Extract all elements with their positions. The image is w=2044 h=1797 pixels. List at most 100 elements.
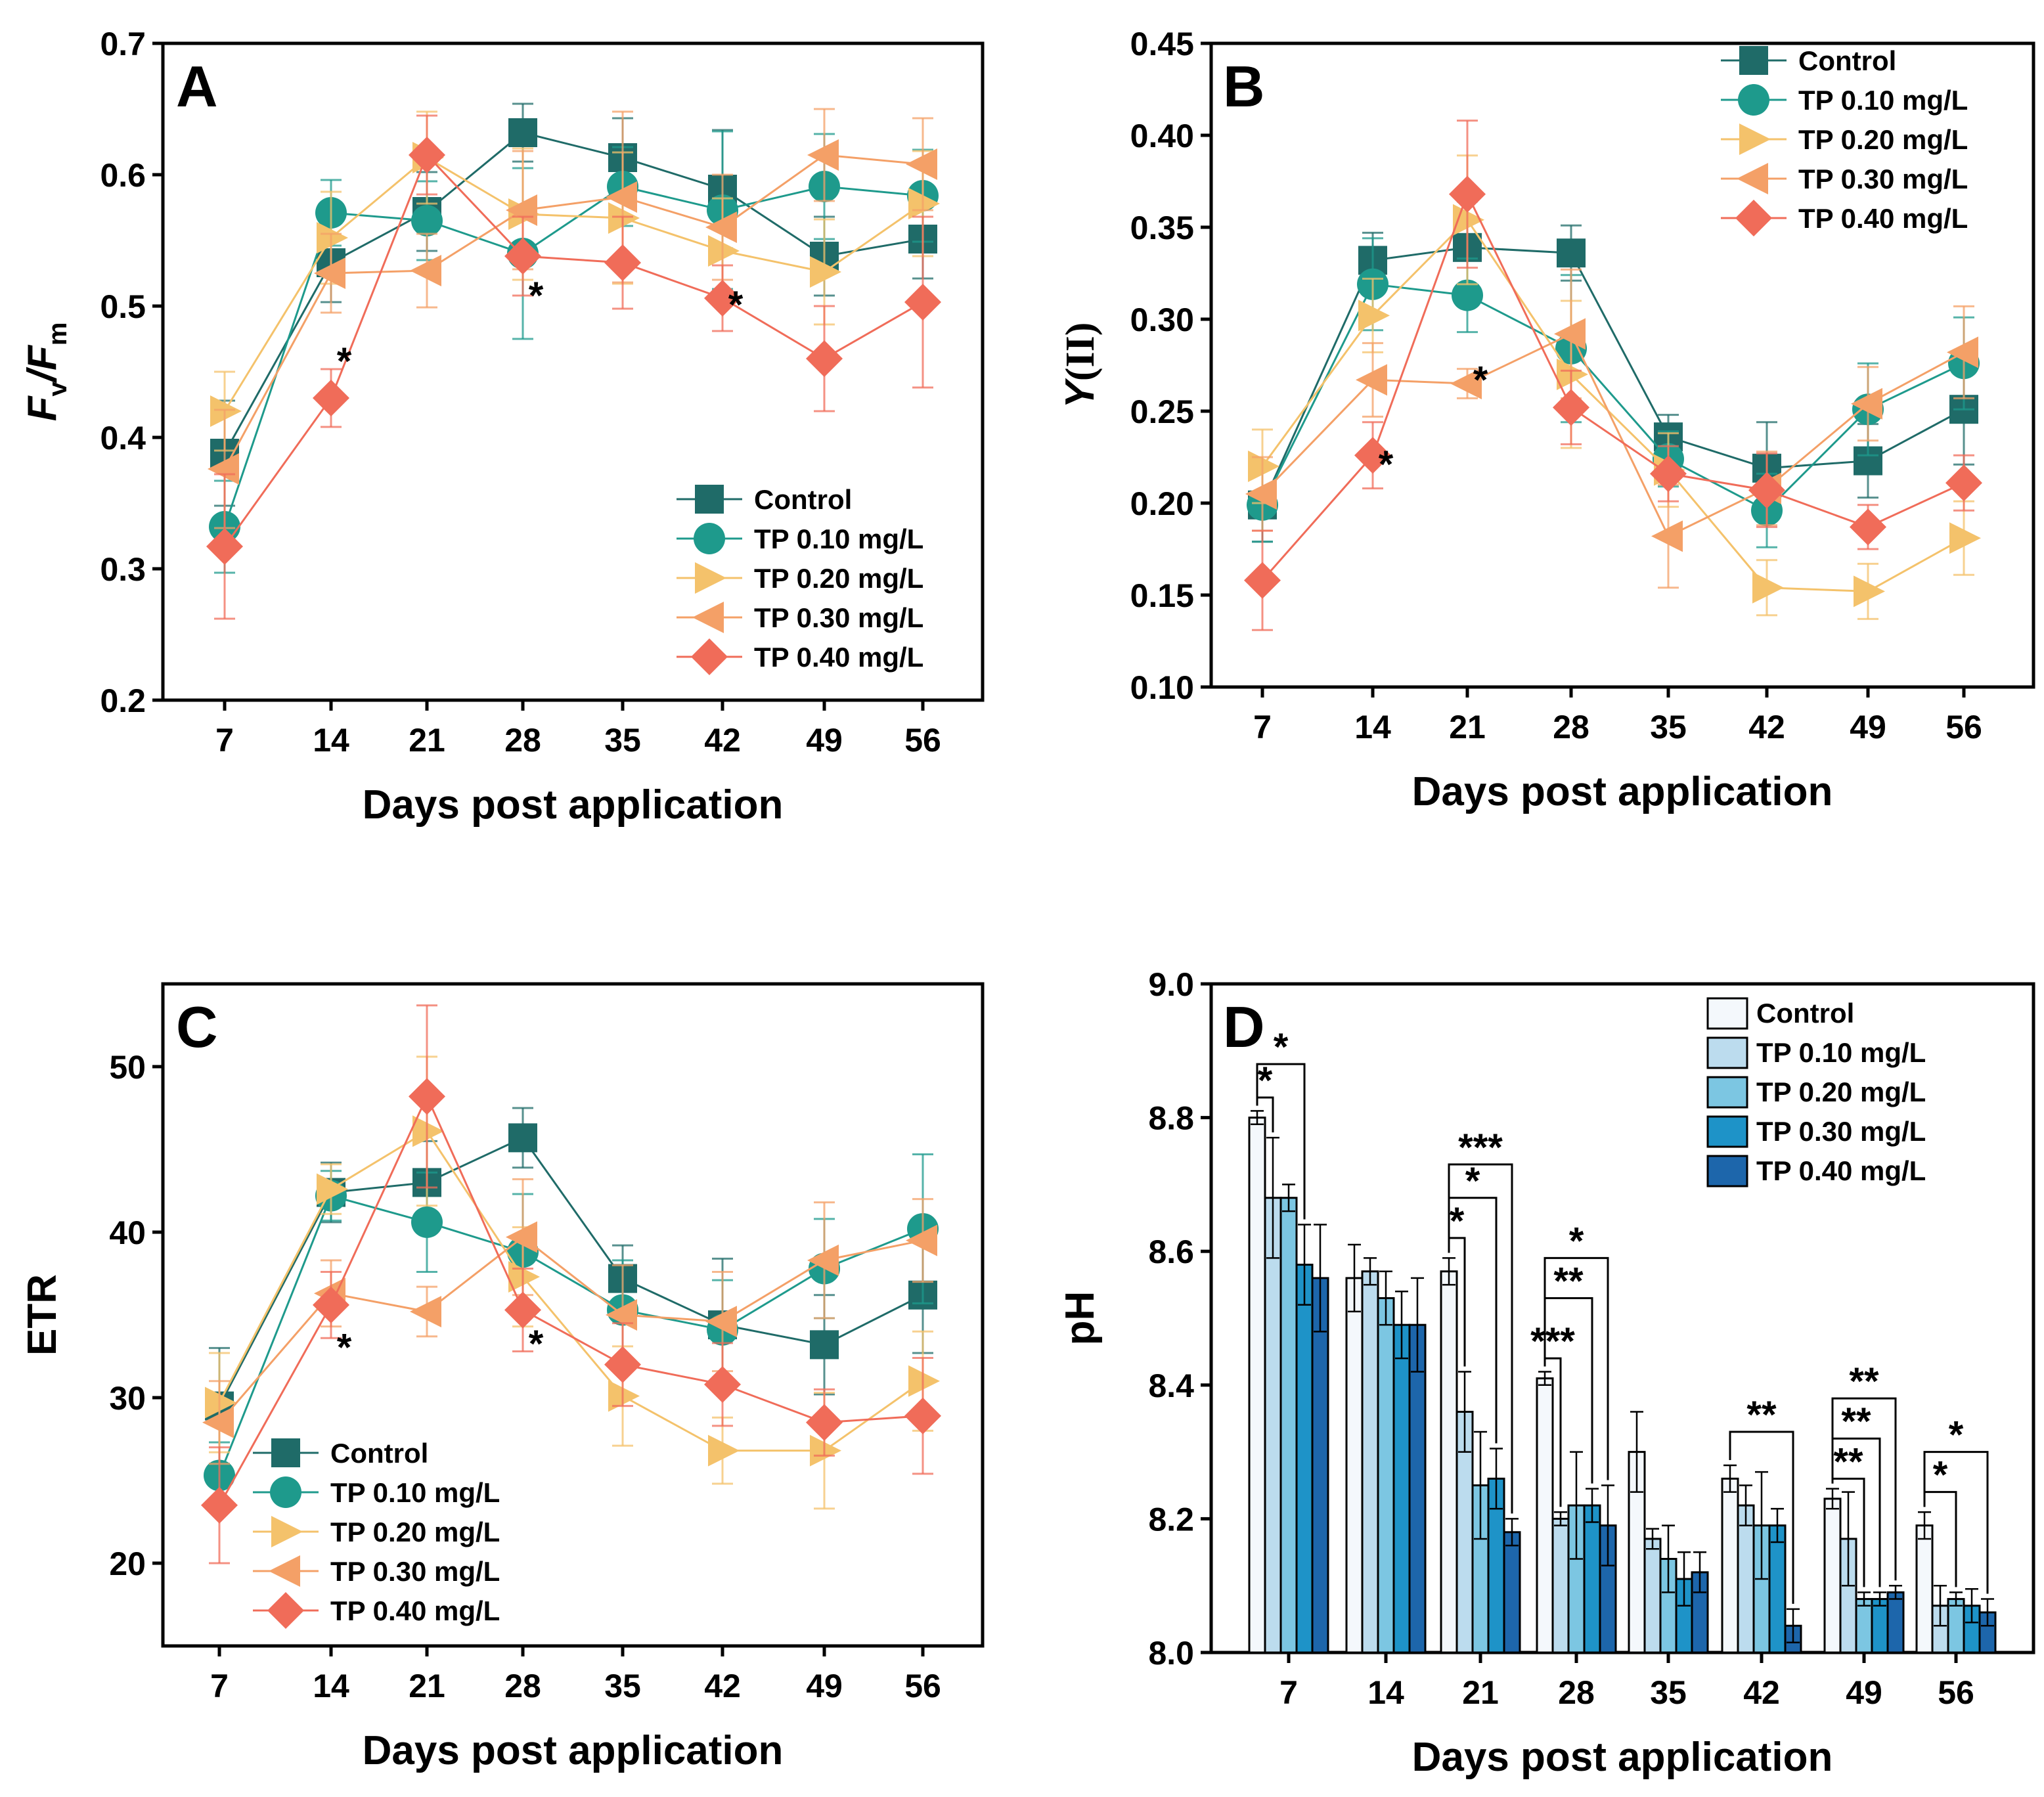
x-axis-title: Days post application [1412, 769, 1833, 814]
data-point [317, 222, 348, 254]
data-point [1850, 508, 1886, 546]
data-point [810, 1330, 839, 1360]
legend-swatch [1706, 1036, 1748, 1069]
legend-marker [695, 562, 726, 594]
bar [1721, 1477, 1739, 1654]
series-line [1261, 218, 1965, 592]
y-tick-label: 20 [109, 1545, 146, 1582]
x-tick-label: 49 [1846, 1674, 1882, 1711]
bar [1737, 1504, 1755, 1654]
legend-marker [692, 602, 724, 633]
significance-bracket [1256, 1063, 1306, 1220]
plot-frame [161, 982, 985, 1648]
x-tick-label: 28 [504, 1668, 541, 1704]
significance-bracket [1831, 1397, 1897, 1581]
y-tick-label: 0.40 [1130, 118, 1194, 154]
data-point [1449, 175, 1486, 213]
legend-label: TP 0.30 mg/L [1798, 164, 1968, 194]
x-tick-label: 7 [1253, 709, 1272, 745]
bar [1871, 1598, 1889, 1654]
significance-label: * [1933, 1454, 1948, 1497]
data-point [608, 1380, 640, 1412]
legend-marker [269, 1555, 300, 1587]
legend-marker [270, 1476, 301, 1508]
series-line [1261, 332, 1965, 538]
x-tick-label: 42 [704, 1668, 741, 1704]
data-point [1854, 575, 1885, 608]
data-point [317, 1173, 348, 1205]
legend-label: TP 0.40 mg/L [1798, 203, 1968, 234]
significance-bracket [1729, 1431, 1794, 1604]
x-tick-label: 21 [409, 1668, 445, 1704]
data-point [410, 255, 441, 286]
panel-c: 20 30 40 50 7 14 21 28 35 42 49 56 Days post applica… [20, 982, 985, 1773]
y-axis-title: Fv/Fm [20, 322, 72, 422]
bar [1583, 1504, 1601, 1654]
legend-label: TP 0.30 mg/L [330, 1556, 500, 1587]
x-tick-label: 28 [504, 722, 541, 759]
x-axis-title: Days post application [363, 1728, 784, 1773]
data-point [1452, 279, 1483, 311]
y-tick-label: 9.0 [1148, 966, 1194, 1003]
series-line [218, 1194, 923, 1476]
x-tick-label: 42 [1748, 709, 1785, 745]
legend-label: TP 0.40 mg/L [1756, 1155, 1926, 1186]
y-tick-label: 0.6 [100, 157, 146, 194]
y-tick-label: 8.4 [1148, 1367, 1194, 1404]
bar [1408, 1323, 1427, 1654]
series-line [223, 156, 923, 412]
x-axis-title: Days post application [1412, 1735, 1833, 1780]
data-point [908, 188, 940, 219]
data-point [201, 1486, 238, 1524]
legend-label: TP 0.20 mg/L [330, 1517, 500, 1547]
x-axis-title: Days post application [363, 782, 784, 828]
series-line [223, 153, 923, 547]
y-axis-title: ETR [20, 1274, 65, 1356]
plot-frame [161, 41, 985, 702]
x-tick-label: 28 [1558, 1674, 1595, 1711]
series-line [223, 154, 923, 470]
x-tick-label: 56 [904, 722, 941, 759]
legend-label: Control [754, 484, 852, 515]
significance-label: ** [1849, 1360, 1879, 1403]
significance-star: * [1473, 359, 1488, 401]
legend-label: TP 0.10 mg/L [1756, 1037, 1926, 1068]
data-point [1947, 336, 1978, 368]
significance-label: ** [1833, 1440, 1863, 1483]
data-point [1557, 359, 1588, 390]
data-point [1450, 368, 1482, 399]
data-point [313, 380, 349, 416]
bar [1503, 1531, 1521, 1654]
x-tick-label: 35 [604, 1668, 641, 1704]
bar [1361, 1270, 1379, 1654]
bar [1279, 1197, 1298, 1654]
data-point [208, 453, 239, 485]
data-point [504, 238, 541, 275]
data-point [411, 1206, 443, 1238]
legend-marker [1737, 163, 1768, 194]
panel-letter: C [176, 994, 218, 1059]
bar [1886, 1591, 1905, 1654]
y-tick-label: 0.2 [100, 682, 146, 719]
data-point [1650, 455, 1687, 493]
legend-label: TP 0.10 mg/L [1798, 85, 1968, 116]
series-3 [208, 108, 937, 529]
legend-label: TP 0.30 mg/L [754, 602, 923, 633]
y-tick-label: 0.20 [1130, 485, 1194, 522]
panel-letter: A [176, 54, 218, 119]
data-point [810, 256, 841, 288]
x-tick-label: 49 [806, 1668, 843, 1704]
y-tick-label: 30 [109, 1380, 146, 1417]
data-point [906, 148, 937, 180]
data-point [202, 1406, 234, 1438]
legend-label: TP 0.20 mg/L [1798, 124, 1968, 155]
bar [1915, 1524, 1934, 1654]
significance-label: * [1258, 1059, 1273, 1102]
x-tick-label: 56 [1945, 709, 1982, 745]
data-point [604, 244, 641, 281]
data-point [708, 235, 740, 267]
data-point [810, 1434, 841, 1467]
bar [1311, 1277, 1329, 1654]
bars [1248, 1110, 1997, 1654]
data-point [704, 280, 741, 317]
